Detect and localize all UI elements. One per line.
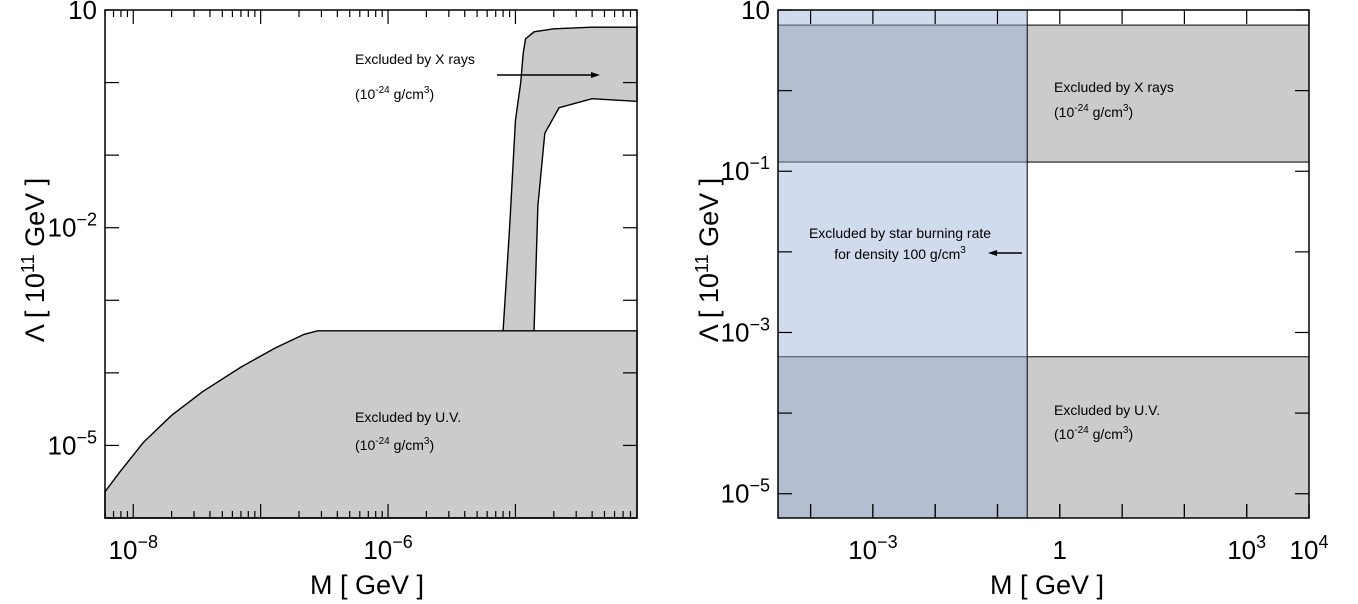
xray-excluded-region (502, 26, 638, 332)
right-plot-area (777, 9, 1310, 519)
left-axes: 10−8 10−6 10 10−2 10−5 (48, 0, 638, 565)
y-tick-label: 10−1 (721, 153, 770, 186)
star-rate-label: Excluded by star burning rate (809, 225, 991, 241)
left-chart: Excluded by X rays (10-24 g/cm3) Exclude… (18, 0, 638, 600)
uv-density-right: (10-24 g/cm3) (1054, 425, 1133, 442)
star-rate-excluded-region (777, 9, 1028, 519)
y-tick-label: 10−5 (48, 427, 97, 460)
x-tick-label: 104 (1290, 532, 1329, 565)
star-rate-density: for density 100 g/cm3 (834, 245, 966, 262)
xray-excluded-region (777, 24, 1310, 163)
left-y-axis-label: Λ [ 1011 GeV ] (18, 178, 50, 342)
uv-label-left: Excluded by U.V. (355, 409, 461, 425)
plot-frame (104, 9, 638, 519)
x-tick-label: 10−3 (848, 532, 897, 565)
uv-density-left: (10-24 g/cm3) (355, 436, 434, 453)
right-y-axis-label: Λ [ 1011 GeV ] (692, 178, 724, 342)
uv-label-right: Excluded by U.V. (1054, 402, 1160, 418)
right-axes: 10−3 1 103 104 10 10−1 10−3 10−5 (721, 0, 1329, 565)
x-tick-label: 10−8 (109, 532, 158, 565)
x-tick-label: 103 (1227, 532, 1266, 565)
x-tick-label: 10−6 (363, 532, 412, 565)
xray-label-right: Excluded by X rays (1054, 79, 1174, 95)
y-tick-label: 10−3 (721, 314, 770, 347)
right-chart: Excluded by X rays (10-24 g/cm3) Exclude… (692, 0, 1328, 600)
xray-arrow-left (497, 72, 600, 78)
star-rate-arrow (988, 250, 1022, 256)
y-tick-label: 10 (68, 0, 97, 25)
xray-density-left: (10-24 g/cm3) (355, 85, 434, 102)
plot-frame (777, 9, 1310, 519)
left-x-axis-label: M [ GeV ] (310, 570, 424, 600)
y-tick-label: 10−5 (721, 476, 770, 509)
xray-label-left: Excluded by X rays (355, 51, 475, 67)
y-tick-label: 10 (741, 0, 770, 25)
right-x-axis-label: M [ GeV ] (990, 570, 1104, 600)
xray-density-right: (10-24 g/cm3) (1054, 103, 1133, 120)
y-tick-label: 10−2 (48, 210, 97, 243)
x-tick-label: 1 (1053, 535, 1067, 565)
